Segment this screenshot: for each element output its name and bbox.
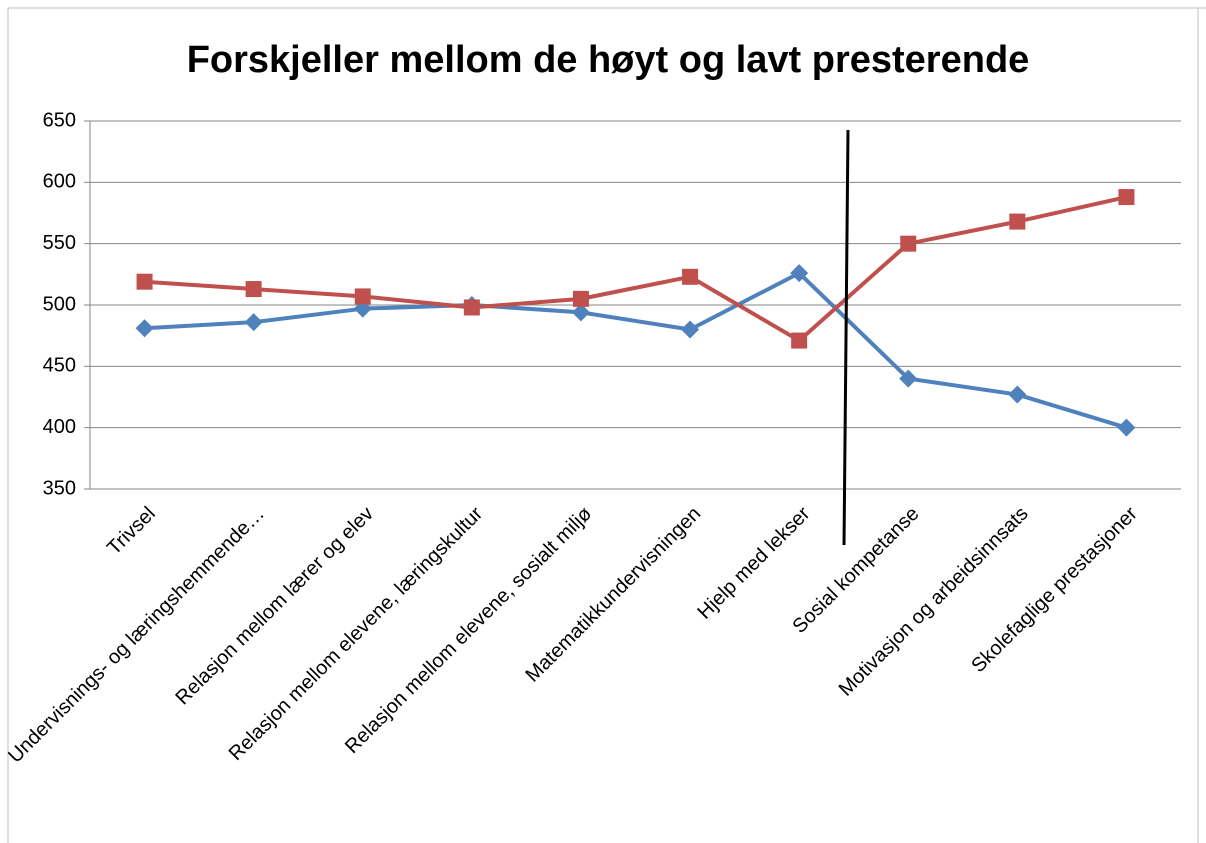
data-point bbox=[682, 268, 699, 285]
data-point bbox=[1009, 213, 1026, 230]
data-point bbox=[136, 273, 153, 290]
chart-title: Forskjeller mellom de høyt og lavt prest… bbox=[187, 39, 1030, 81]
data-point bbox=[1117, 418, 1136, 437]
data-point bbox=[791, 332, 808, 349]
data-point bbox=[354, 288, 371, 305]
x-tick-label: Relasjon mellom lærer og elev bbox=[171, 503, 378, 710]
data-point bbox=[899, 369, 918, 388]
y-tick-label: 400 bbox=[43, 416, 76, 438]
x-tick-label: Relasjon mellom elevene, sosialt miljø bbox=[341, 503, 596, 758]
data-point bbox=[1008, 385, 1027, 404]
data-point bbox=[244, 313, 263, 332]
x-tick-label: Trivsel bbox=[103, 503, 160, 560]
data-point bbox=[790, 264, 809, 283]
data-point bbox=[1118, 189, 1135, 206]
series-line bbox=[144, 195, 1127, 343]
plot-area: 350400450500550600650TrivselUndervisning… bbox=[4, 109, 1181, 767]
data-point bbox=[463, 299, 480, 316]
y-tick-label: 350 bbox=[43, 477, 76, 499]
data-point bbox=[135, 319, 154, 338]
y-tick-label: 600 bbox=[43, 171, 76, 193]
data-point bbox=[900, 235, 917, 252]
y-tick-label: 450 bbox=[43, 355, 76, 377]
x-tick-label: Hjelp med lekser bbox=[694, 502, 815, 623]
data-point bbox=[571, 303, 590, 322]
series-line bbox=[144, 271, 1128, 430]
data-point bbox=[245, 281, 262, 298]
y-tick-label: 650 bbox=[43, 109, 76, 131]
data-point bbox=[572, 290, 589, 307]
x-tick-label: Relasjon mellom elevene, læringskultur bbox=[225, 502, 488, 765]
x-tick-label: Motivasjon og arbeidsinnsats bbox=[835, 503, 1033, 701]
data-point bbox=[681, 320, 700, 339]
y-tick-label: 550 bbox=[43, 232, 76, 254]
y-tick-label: 500 bbox=[43, 293, 76, 315]
divider-line bbox=[842, 129, 850, 546]
x-tick-label: Matematikkundervisningen bbox=[522, 503, 706, 687]
